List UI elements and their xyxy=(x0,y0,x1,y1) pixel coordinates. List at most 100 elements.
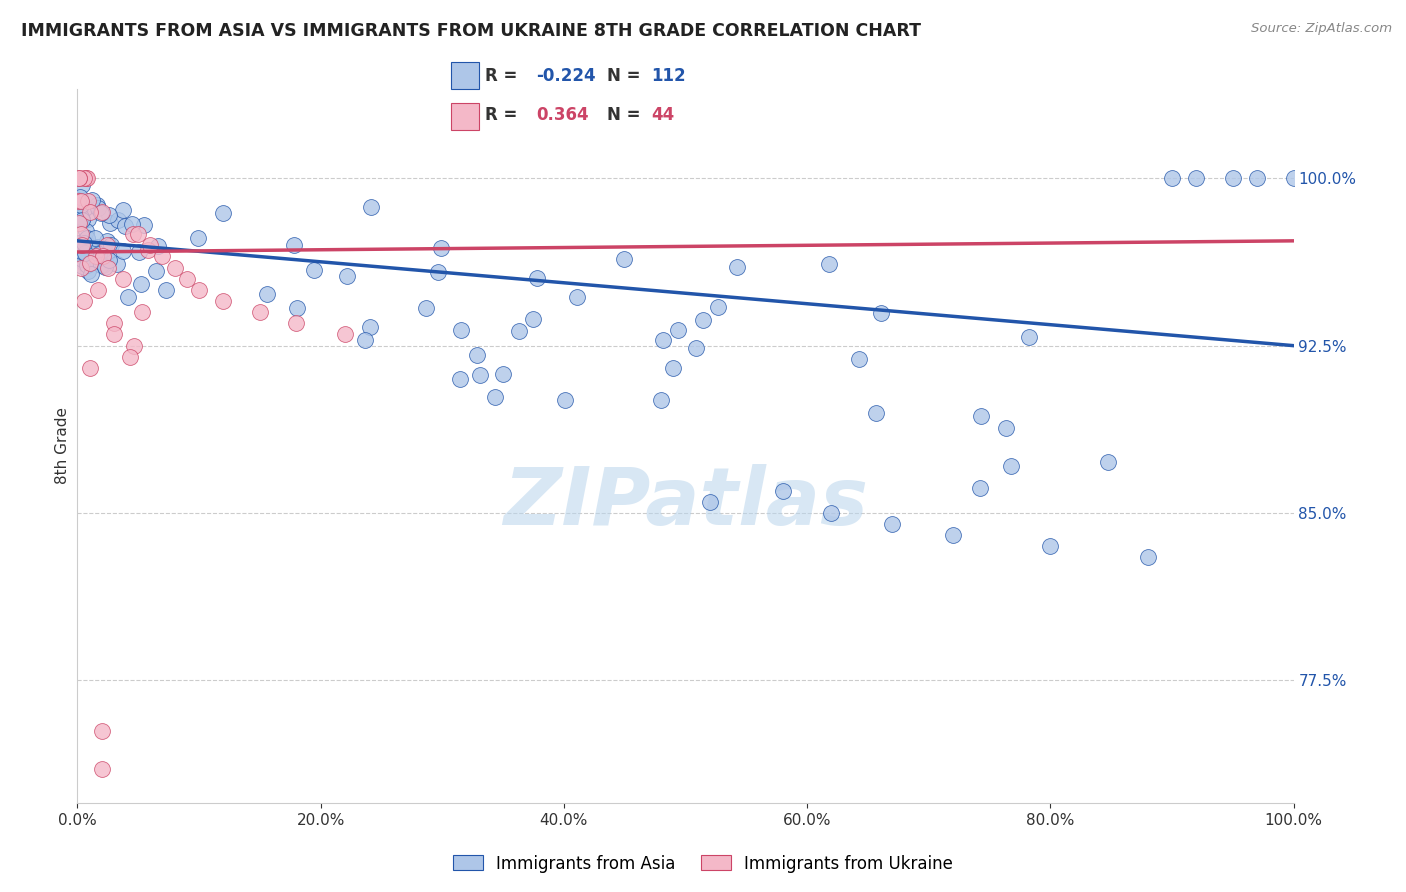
Point xyxy=(76,171,98,186)
Point xyxy=(285,316,308,330)
Point xyxy=(73,293,96,308)
Point xyxy=(468,368,491,383)
Point xyxy=(77,194,100,208)
Point xyxy=(699,494,721,508)
Point xyxy=(1246,171,1268,186)
Point xyxy=(67,216,90,230)
Point xyxy=(90,762,112,776)
Point xyxy=(995,420,1018,434)
Point xyxy=(84,250,107,264)
Point xyxy=(70,244,93,258)
Point xyxy=(176,271,198,285)
Point xyxy=(112,202,135,217)
Point xyxy=(354,334,377,348)
Point xyxy=(118,350,141,364)
Point xyxy=(492,367,515,381)
Point xyxy=(1136,550,1159,565)
Point xyxy=(870,306,893,320)
Point xyxy=(103,316,125,330)
Point xyxy=(1097,454,1119,468)
Point xyxy=(134,219,156,233)
Point xyxy=(77,245,100,260)
Point xyxy=(117,290,139,304)
Point xyxy=(114,219,136,234)
Point xyxy=(1222,171,1244,186)
Point xyxy=(360,200,382,214)
Point xyxy=(942,528,965,542)
Point xyxy=(772,483,794,498)
Point xyxy=(75,224,97,238)
Point xyxy=(333,327,356,342)
Point xyxy=(73,256,96,270)
Point xyxy=(75,233,97,247)
Point xyxy=(508,324,530,338)
Point xyxy=(70,211,93,226)
Point xyxy=(465,348,488,362)
Point xyxy=(706,300,728,314)
Point xyxy=(77,263,100,277)
Point xyxy=(1161,171,1184,186)
Point xyxy=(970,409,993,424)
Point xyxy=(211,206,233,220)
Point xyxy=(484,390,506,404)
Point xyxy=(1039,539,1062,553)
Point xyxy=(1282,171,1305,186)
Point xyxy=(725,260,748,275)
Point xyxy=(75,171,97,186)
Y-axis label: 8th Grade: 8th Grade xyxy=(55,408,70,484)
Point xyxy=(73,171,96,186)
Point xyxy=(526,270,548,285)
Point xyxy=(76,212,98,227)
Point xyxy=(112,244,135,258)
Point xyxy=(86,197,108,211)
Point xyxy=(79,360,101,375)
Point xyxy=(89,246,111,260)
Point xyxy=(127,227,149,241)
Point xyxy=(67,209,90,223)
Point xyxy=(666,324,689,338)
Point xyxy=(121,227,143,241)
Point xyxy=(450,323,472,337)
Point xyxy=(80,248,103,262)
Point xyxy=(131,305,153,319)
Point xyxy=(69,198,91,212)
Point xyxy=(80,267,103,281)
Point xyxy=(90,206,112,220)
Text: 112: 112 xyxy=(651,67,686,85)
Point xyxy=(426,265,449,279)
Point xyxy=(90,724,112,739)
Point xyxy=(91,259,114,273)
Point xyxy=(98,253,121,268)
Point xyxy=(565,290,588,304)
Text: Source: ZipAtlas.com: Source: ZipAtlas.com xyxy=(1251,22,1392,36)
Bar xyxy=(451,103,478,130)
Point xyxy=(79,204,101,219)
Point xyxy=(84,252,107,266)
Point xyxy=(283,237,305,252)
Point xyxy=(70,260,93,275)
Point xyxy=(91,250,114,264)
Point xyxy=(1000,459,1022,474)
Point xyxy=(67,194,90,208)
Point xyxy=(121,217,143,231)
Point xyxy=(188,283,211,297)
Point xyxy=(70,252,93,266)
Point xyxy=(336,268,359,283)
Point xyxy=(75,201,97,215)
Point xyxy=(522,312,544,326)
Point xyxy=(613,252,636,266)
Point xyxy=(93,260,115,274)
Point xyxy=(122,338,145,352)
Point xyxy=(651,333,673,347)
Point xyxy=(69,194,91,208)
Bar xyxy=(451,62,478,89)
Point xyxy=(865,406,887,420)
Point xyxy=(256,287,278,301)
Text: ZIPatlas: ZIPatlas xyxy=(503,464,868,542)
Text: IMMIGRANTS FROM ASIA VS IMMIGRANTS FROM UKRAINE 8TH GRADE CORRELATION CHART: IMMIGRANTS FROM ASIA VS IMMIGRANTS FROM … xyxy=(21,22,921,40)
Text: R =: R = xyxy=(485,67,517,85)
Point xyxy=(100,237,122,252)
Point xyxy=(155,283,177,297)
Point xyxy=(430,241,453,255)
Text: N =: N = xyxy=(607,106,641,124)
